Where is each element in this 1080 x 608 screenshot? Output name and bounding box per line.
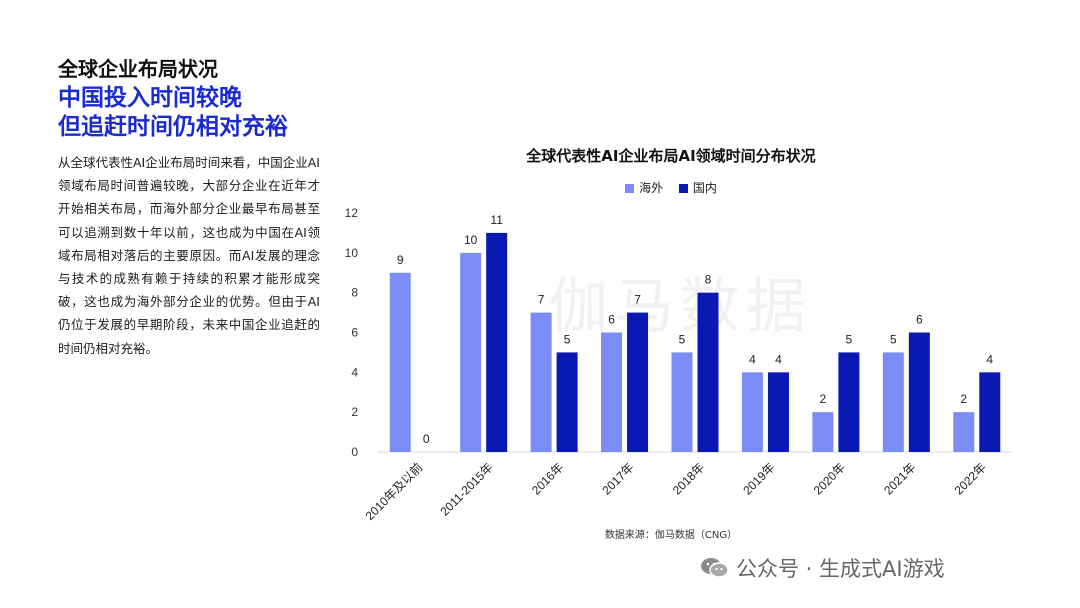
footer-watermark: 公众号 · 生成式AI游戏 bbox=[700, 553, 945, 585]
data-label-overseas: 2 bbox=[820, 392, 827, 406]
chart-source: 数据来源：伽马数据（CNG） bbox=[604, 530, 738, 541]
x-tick-label: 2011-2015年 bbox=[437, 460, 495, 518]
data-label-domestic: 11 bbox=[490, 213, 503, 227]
chart-legend: 海外 国内 bbox=[336, 179, 1006, 196]
legend-swatch-overseas bbox=[625, 184, 635, 193]
bar-domestic bbox=[979, 372, 1001, 452]
x-tick-label: 2022年 bbox=[952, 460, 989, 497]
y-tick-label: 8 bbox=[351, 286, 358, 300]
headline-line-2: 但追赶时间仍相对充裕 bbox=[58, 114, 288, 140]
data-label-overseas: 9 bbox=[397, 253, 404, 267]
data-label-domestic: 4 bbox=[775, 352, 782, 366]
bar-overseas bbox=[389, 272, 411, 452]
faint-watermark: 伽马数据 bbox=[548, 272, 812, 342]
x-tick-label: 2020年 bbox=[811, 460, 848, 497]
bar-overseas bbox=[953, 412, 975, 452]
bar-domestic bbox=[908, 332, 930, 452]
headline-line-1: 中国投入时间较晚 bbox=[58, 85, 242, 111]
bar-overseas bbox=[882, 352, 904, 452]
data-label-overseas: 5 bbox=[679, 332, 686, 346]
bar-overseas bbox=[530, 312, 552, 452]
bar-domestic bbox=[838, 352, 860, 452]
data-label-overseas: 4 bbox=[749, 352, 756, 366]
bar-domestic bbox=[486, 232, 508, 452]
data-label-overseas: 7 bbox=[538, 293, 545, 307]
x-tick-label: 2017年 bbox=[599, 460, 636, 497]
data-label-domestic: 5 bbox=[564, 332, 571, 346]
data-label-domestic: 4 bbox=[986, 352, 993, 366]
legend-swatch-domestic bbox=[678, 184, 688, 193]
y-tick-label: 10 bbox=[345, 246, 359, 260]
y-tick-label: 6 bbox=[351, 326, 358, 340]
data-label-overseas: 6 bbox=[608, 313, 615, 327]
bar-overseas bbox=[671, 352, 693, 452]
bar-domestic bbox=[697, 292, 719, 452]
y-tick-label: 12 bbox=[345, 206, 359, 220]
footer-watermark-text: 公众号 · 生成式AI游戏 bbox=[736, 557, 945, 581]
x-tick-label: 2018年 bbox=[670, 460, 707, 497]
x-tick-label: 2010年及以前 bbox=[362, 460, 425, 523]
chart-title: 全球代表性AI企业布局AI领域时间分布状况 bbox=[526, 147, 816, 165]
y-tick-label: 2 bbox=[351, 405, 358, 419]
body-paragraph: 从全球代表性AI企业布局时间来看，中国企业AI领域布局时间普遍较晚，大部分企业在… bbox=[58, 155, 320, 356]
data-label-overseas: 5 bbox=[890, 332, 897, 346]
y-tick-label: 4 bbox=[351, 365, 358, 379]
bar-domestic bbox=[767, 372, 789, 452]
y-tick-label: 0 bbox=[351, 445, 358, 459]
legend-item-overseas: 海外 bbox=[625, 179, 663, 196]
bar-overseas bbox=[460, 252, 482, 452]
data-label-domestic: 8 bbox=[705, 273, 712, 287]
bar-overseas bbox=[812, 412, 834, 452]
bar-domestic bbox=[627, 312, 649, 452]
data-label-domestic: 0 bbox=[423, 432, 430, 446]
legend-label-domestic: 国内 bbox=[692, 181, 717, 195]
legend-label-overseas: 海外 bbox=[639, 181, 664, 195]
bar-domestic bbox=[556, 352, 578, 452]
section-kicker: 全球企业布局状况 bbox=[58, 57, 218, 81]
wechat-icon bbox=[700, 556, 730, 585]
bar-overseas bbox=[601, 332, 623, 452]
data-label-domestic: 7 bbox=[634, 293, 641, 307]
data-label-domestic: 5 bbox=[846, 332, 853, 346]
legend-item-domestic: 国内 bbox=[678, 179, 717, 196]
data-label-overseas: 2 bbox=[960, 392, 967, 406]
x-tick-label: 2021年 bbox=[881, 460, 918, 497]
data-label-domestic: 6 bbox=[916, 313, 923, 327]
headline: 中国投入时间较晚 但追赶时间仍相对充裕 bbox=[58, 84, 288, 142]
x-tick-label: 2019年 bbox=[740, 460, 777, 497]
data-label-overseas: 10 bbox=[464, 233, 478, 247]
x-tick-label: 2016年 bbox=[529, 460, 566, 497]
bar-overseas bbox=[741, 372, 763, 452]
